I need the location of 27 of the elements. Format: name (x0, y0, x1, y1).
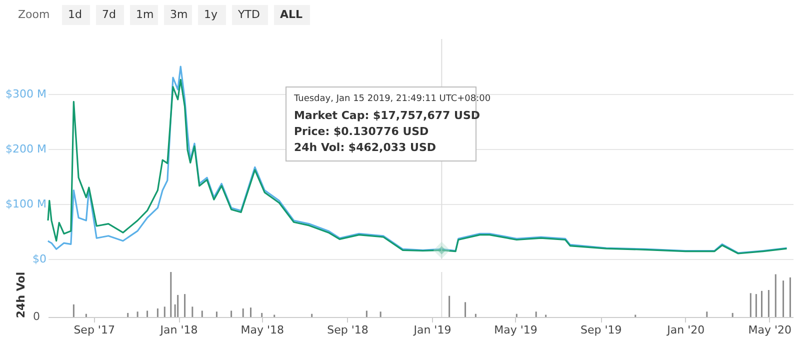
x-tick-label: May '18 (240, 324, 284, 336)
y-tick-label: $300 M (6, 88, 46, 100)
text: 1d (68, 8, 82, 21)
text: ALL (280, 8, 303, 21)
x-tick-label: Jan '18 (159, 324, 198, 336)
text: 1m (136, 8, 154, 21)
x-tick-label: Sep '17 (74, 324, 115, 336)
annotation: Market Cap: $17,757,677 USD (294, 109, 480, 122)
y-axis-title: 24h Vol (14, 272, 28, 318)
x-tick-label: May '20 (748, 324, 792, 336)
y-tick-label: $100 M (6, 198, 46, 210)
y-tick-label: $0 (32, 252, 46, 266)
x-tick-label: Jan '20 (666, 324, 705, 336)
annotation: Tuesday, Jan 15 2019, 21:49:11 UTC+08:00 (293, 94, 491, 104)
text: 3m (170, 8, 188, 21)
annotation: Price: $0.130776 USD (294, 125, 429, 138)
x-tick-label: Sep '18 (327, 324, 368, 336)
x-tick-label: May '19 (494, 324, 538, 336)
annotation: 24h Vol: $462,033 USD (294, 141, 436, 154)
x-tick-label: Sep '19 (580, 324, 622, 336)
text: 0 (33, 310, 40, 323)
text: 1y (204, 8, 218, 21)
x-tick-label: Jan '19 (412, 324, 452, 336)
y-tick-label: $200 M (6, 142, 46, 156)
text: Zoom (18, 8, 50, 21)
text: YTD (237, 8, 260, 21)
text: 7d (102, 8, 116, 21)
